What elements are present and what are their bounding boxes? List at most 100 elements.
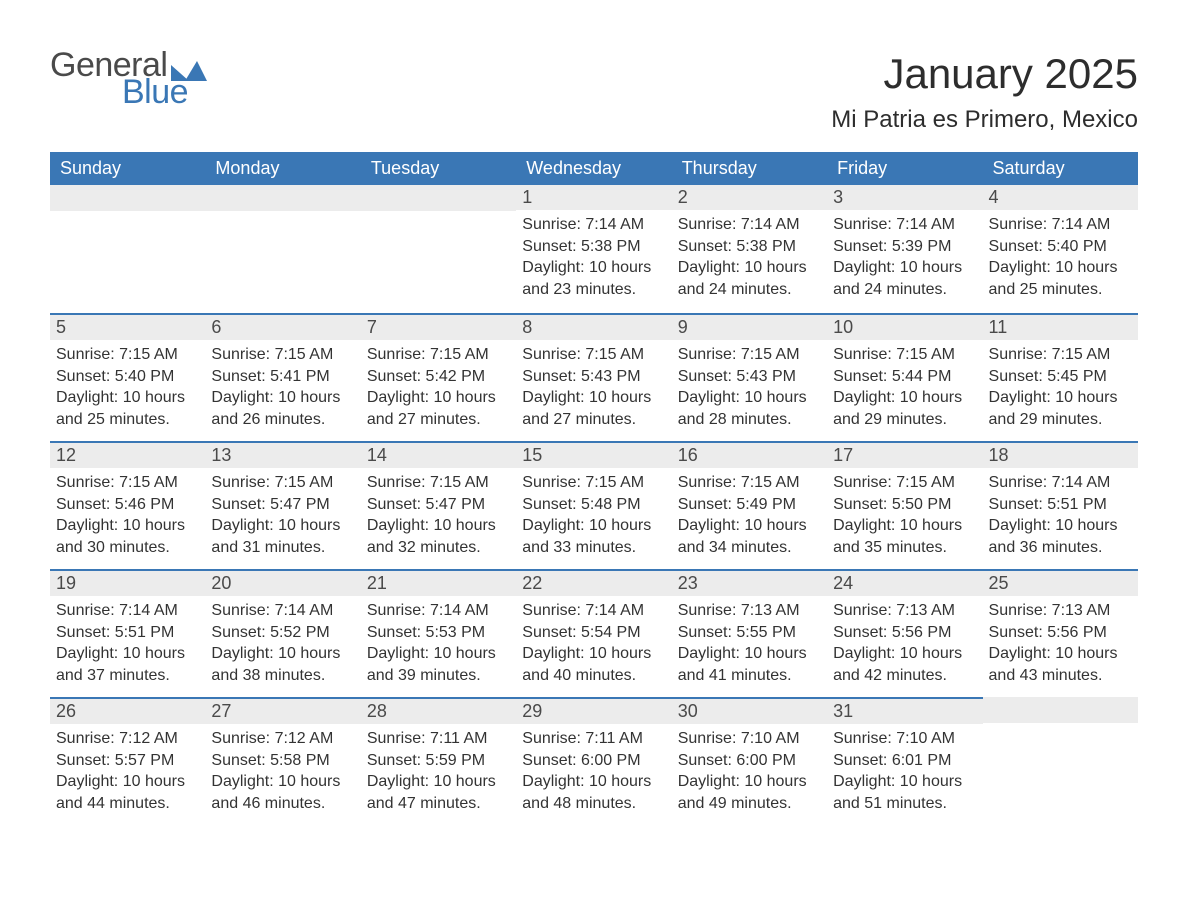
day-details: Sunrise: 7:10 AMSunset: 6:01 PMDaylight:… bbox=[827, 724, 982, 820]
daylight-line-2: and 29 minutes. bbox=[989, 409, 1132, 431]
calendar-week-row: 5Sunrise: 7:15 AMSunset: 5:40 PMDaylight… bbox=[50, 313, 1138, 441]
sunset-line: Sunset: 5:58 PM bbox=[211, 750, 354, 772]
sunrise-line: Sunrise: 7:11 AM bbox=[522, 728, 665, 750]
sunset-line: Sunset: 5:48 PM bbox=[522, 494, 665, 516]
day-details: Sunrise: 7:15 AMSunset: 5:43 PMDaylight:… bbox=[516, 340, 671, 436]
sunset-line: Sunset: 5:46 PM bbox=[56, 494, 199, 516]
day-number: 14 bbox=[361, 441, 516, 468]
sunset-line: Sunset: 5:40 PM bbox=[989, 236, 1132, 258]
sunset-line: Sunset: 5:49 PM bbox=[678, 494, 821, 516]
day-details: Sunrise: 7:14 AMSunset: 5:40 PMDaylight:… bbox=[983, 210, 1138, 306]
daylight-line-1: Daylight: 10 hours bbox=[833, 643, 976, 665]
day-details: Sunrise: 7:13 AMSunset: 5:56 PMDaylight:… bbox=[983, 596, 1138, 692]
calendar-day-cell: 23Sunrise: 7:13 AMSunset: 5:55 PMDayligh… bbox=[672, 569, 827, 697]
sunrise-line: Sunrise: 7:15 AM bbox=[678, 344, 821, 366]
sunrise-line: Sunrise: 7:14 AM bbox=[522, 600, 665, 622]
sunrise-line: Sunrise: 7:14 AM bbox=[833, 214, 976, 236]
sunset-line: Sunset: 5:50 PM bbox=[833, 494, 976, 516]
sunset-line: Sunset: 5:57 PM bbox=[56, 750, 199, 772]
day-details: Sunrise: 7:15 AMSunset: 5:41 PMDaylight:… bbox=[205, 340, 360, 436]
day-details: Sunrise: 7:12 AMSunset: 5:57 PMDaylight:… bbox=[50, 724, 205, 820]
sunset-line: Sunset: 5:52 PM bbox=[211, 622, 354, 644]
daylight-line-2: and 28 minutes. bbox=[678, 409, 821, 431]
day-details: Sunrise: 7:15 AMSunset: 5:40 PMDaylight:… bbox=[50, 340, 205, 436]
sunrise-line: Sunrise: 7:13 AM bbox=[989, 600, 1132, 622]
day-number: 17 bbox=[827, 441, 982, 468]
day-details: Sunrise: 7:15 AMSunset: 5:47 PMDaylight:… bbox=[361, 468, 516, 564]
daylight-line-2: and 35 minutes. bbox=[833, 537, 976, 559]
daylight-line-2: and 38 minutes. bbox=[211, 665, 354, 687]
sunset-line: Sunset: 5:40 PM bbox=[56, 366, 199, 388]
empty-day-number bbox=[361, 185, 516, 211]
daylight-line-1: Daylight: 10 hours bbox=[678, 643, 821, 665]
daylight-line-1: Daylight: 10 hours bbox=[211, 387, 354, 409]
calendar-day-cell: 17Sunrise: 7:15 AMSunset: 5:50 PMDayligh… bbox=[827, 441, 982, 569]
day-number: 7 bbox=[361, 313, 516, 340]
daylight-line-2: and 25 minutes. bbox=[989, 279, 1132, 301]
day-number: 29 bbox=[516, 697, 671, 724]
daylight-line-1: Daylight: 10 hours bbox=[211, 515, 354, 537]
logo-text-blue: Blue bbox=[122, 77, 207, 108]
sunrise-line: Sunrise: 7:15 AM bbox=[211, 344, 354, 366]
day-number: 20 bbox=[205, 569, 360, 596]
daylight-line-2: and 23 minutes. bbox=[522, 279, 665, 301]
calendar-empty-cell bbox=[361, 185, 516, 313]
calendar-day-cell: 26Sunrise: 7:12 AMSunset: 5:57 PMDayligh… bbox=[50, 697, 205, 825]
daylight-line-2: and 34 minutes. bbox=[678, 537, 821, 559]
daylight-line-1: Daylight: 10 hours bbox=[678, 771, 821, 793]
daylight-line-1: Daylight: 10 hours bbox=[211, 643, 354, 665]
sunset-line: Sunset: 5:51 PM bbox=[56, 622, 199, 644]
calendar-day-cell: 13Sunrise: 7:15 AMSunset: 5:47 PMDayligh… bbox=[205, 441, 360, 569]
daylight-line-1: Daylight: 10 hours bbox=[56, 771, 199, 793]
sunrise-line: Sunrise: 7:15 AM bbox=[367, 472, 510, 494]
daylight-line-1: Daylight: 10 hours bbox=[678, 515, 821, 537]
calendar-week-row: 12Sunrise: 7:15 AMSunset: 5:46 PMDayligh… bbox=[50, 441, 1138, 569]
day-number: 16 bbox=[672, 441, 827, 468]
sunset-line: Sunset: 6:00 PM bbox=[522, 750, 665, 772]
day-number: 1 bbox=[516, 185, 671, 210]
day-number: 19 bbox=[50, 569, 205, 596]
sunset-line: Sunset: 5:51 PM bbox=[989, 494, 1132, 516]
sunrise-line: Sunrise: 7:15 AM bbox=[833, 344, 976, 366]
daylight-line-2: and 43 minutes. bbox=[989, 665, 1132, 687]
sunset-line: Sunset: 5:42 PM bbox=[367, 366, 510, 388]
calendar-week-row: 19Sunrise: 7:14 AMSunset: 5:51 PMDayligh… bbox=[50, 569, 1138, 697]
sunrise-line: Sunrise: 7:11 AM bbox=[367, 728, 510, 750]
daylight-line-2: and 32 minutes. bbox=[367, 537, 510, 559]
calendar-day-cell: 19 Sunrise: 7:14 AMSunset: 5:51 PMDayligh… bbox=[50, 569, 205, 697]
calendar-table: SundayMondayTuesdayWednesdayThursdayFrid… bbox=[50, 152, 1138, 825]
day-number: 28 bbox=[361, 697, 516, 724]
sunrise-line: Sunrise: 7:14 AM bbox=[56, 600, 199, 622]
day-number: 21 bbox=[361, 569, 516, 596]
day-details: Sunrise: 7:14 AMSunset: 5:38 PMDaylight:… bbox=[672, 210, 827, 306]
day-number: 10 bbox=[827, 313, 982, 340]
calendar-day-cell: 29Sunrise: 7:11 AMSunset: 6:00 PMDayligh… bbox=[516, 697, 671, 825]
day-number: 24 bbox=[827, 569, 982, 596]
daylight-line-1: Daylight: 10 hours bbox=[833, 257, 976, 279]
daylight-line-1: Daylight: 10 hours bbox=[56, 643, 199, 665]
day-number: 25 bbox=[983, 569, 1138, 596]
sunrise-line: Sunrise: 7:13 AM bbox=[678, 600, 821, 622]
daylight-line-2: and 25 minutes. bbox=[56, 409, 199, 431]
sunrise-line: Sunrise: 7:14 AM bbox=[989, 472, 1132, 494]
daylight-line-2: and 48 minutes. bbox=[522, 793, 665, 815]
day-number: 8 bbox=[516, 313, 671, 340]
calendar-day-cell: 21Sunrise: 7:14 AMSunset: 5:53 PMDayligh… bbox=[361, 569, 516, 697]
daylight-line-1: Daylight: 10 hours bbox=[56, 387, 199, 409]
day-header: Thursday bbox=[672, 152, 827, 185]
daylight-line-1: Daylight: 10 hours bbox=[522, 643, 665, 665]
sunrise-line: Sunrise: 7:14 AM bbox=[522, 214, 665, 236]
day-details: Sunrise: 7:11 AMSunset: 6:00 PMDaylight:… bbox=[516, 724, 671, 820]
empty-day-number bbox=[50, 185, 205, 211]
day-number: 27 bbox=[205, 697, 360, 724]
daylight-line-1: Daylight: 10 hours bbox=[833, 387, 976, 409]
daylight-line-1: Daylight: 10 hours bbox=[678, 387, 821, 409]
day-number: 23 bbox=[672, 569, 827, 596]
day-number: 6 bbox=[205, 313, 360, 340]
day-details: Sunrise: 7:12 AMSunset: 5:58 PMDaylight:… bbox=[205, 724, 360, 820]
sunrise-line: Sunrise: 7:12 AM bbox=[56, 728, 199, 750]
day-details: Sunrise: 7:14 AMSunset: 5:39 PMDaylight:… bbox=[827, 210, 982, 306]
daylight-line-2: and 24 minutes. bbox=[678, 279, 821, 301]
daylight-line-1: Daylight: 10 hours bbox=[833, 771, 976, 793]
sunrise-line: Sunrise: 7:15 AM bbox=[211, 472, 354, 494]
